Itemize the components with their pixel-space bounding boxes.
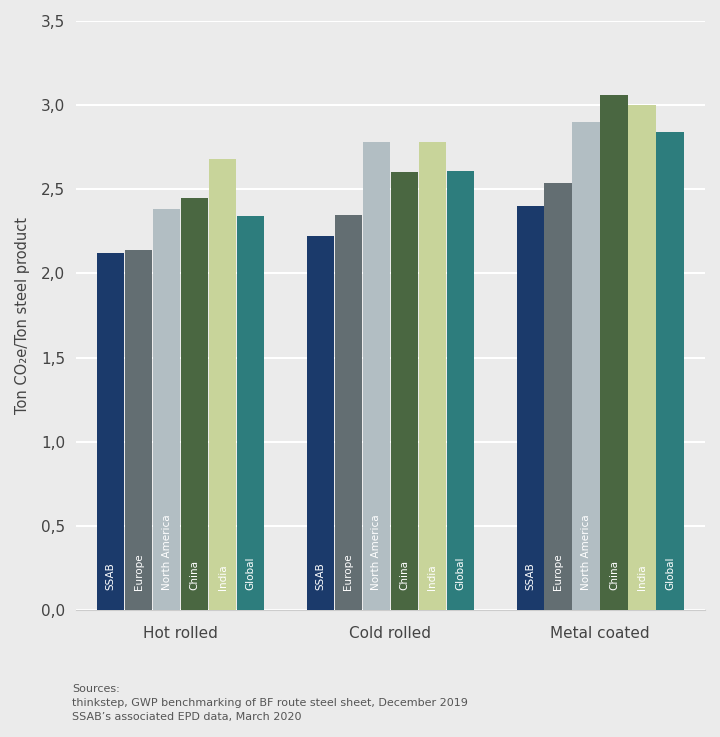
- Bar: [572, 122, 600, 610]
- Text: Global: Global: [665, 556, 675, 590]
- Bar: [418, 142, 446, 610]
- Bar: [391, 172, 418, 610]
- Bar: [237, 216, 264, 610]
- Text: Sources:
thinkstep, GWP benchmarking of BF route steel sheet, December 2019
SSAB: Sources: thinkstep, GWP benchmarking of …: [72, 684, 468, 722]
- Text: India: India: [428, 564, 437, 590]
- Text: SSAB: SSAB: [106, 562, 116, 590]
- Bar: [446, 171, 474, 610]
- Bar: [307, 237, 334, 610]
- Bar: [181, 198, 208, 610]
- Bar: [629, 105, 656, 610]
- Text: India: India: [217, 564, 228, 590]
- Text: SSAB: SSAB: [525, 562, 535, 590]
- Text: China: China: [400, 560, 410, 590]
- Bar: [363, 142, 390, 610]
- Bar: [600, 95, 628, 610]
- Text: North America: North America: [372, 514, 382, 590]
- Text: Europe: Europe: [553, 553, 563, 590]
- Text: North America: North America: [162, 514, 171, 590]
- Text: North America: North America: [581, 514, 591, 590]
- Bar: [544, 183, 572, 610]
- Bar: [125, 250, 153, 610]
- Bar: [516, 206, 544, 610]
- Text: Europe: Europe: [134, 553, 144, 590]
- Bar: [335, 214, 362, 610]
- Text: SSAB: SSAB: [315, 562, 325, 590]
- Text: China: China: [609, 560, 619, 590]
- Bar: [97, 254, 125, 610]
- Bar: [209, 159, 236, 610]
- Bar: [153, 209, 181, 610]
- Text: China: China: [189, 560, 199, 590]
- Y-axis label: Ton CO₂e/Ton steel product: Ton CO₂e/Ton steel product: [15, 217, 30, 414]
- Bar: [657, 132, 684, 610]
- Text: Global: Global: [246, 556, 256, 590]
- Text: India: India: [637, 564, 647, 590]
- Text: Global: Global: [455, 556, 465, 590]
- Text: Europe: Europe: [343, 553, 354, 590]
